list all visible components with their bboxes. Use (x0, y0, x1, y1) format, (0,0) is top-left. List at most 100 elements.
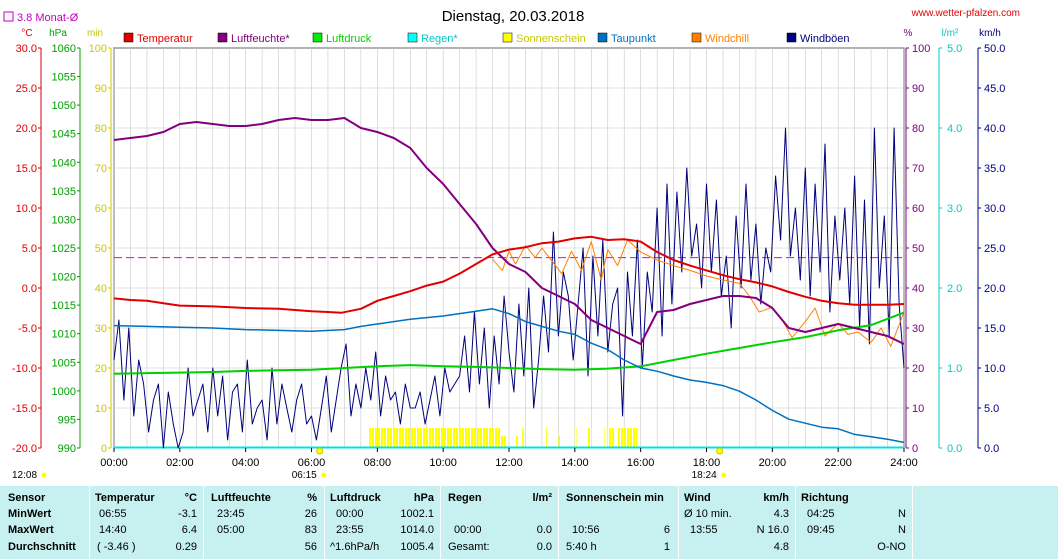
stats-col-rain: Regen l/m² 00:00 0.0 Gesamt: 0.0 (440, 486, 559, 559)
legend-swatch-4 (502, 32, 513, 43)
wind-tick-label-9: 5.0 (984, 403, 999, 415)
pressure-tick-label-5: 1035 (52, 186, 76, 198)
sunset-label: 18:24 (692, 470, 717, 481)
axis-unit-right-1: l/m² (942, 28, 959, 39)
wind-max: N 16.0 (756, 524, 789, 536)
wind-max-time: 13:55 (690, 524, 718, 536)
rain-unit: l/m² (532, 492, 552, 504)
legend-label-3: Regen* (421, 33, 458, 45)
pressure-min-time: 00:00 (336, 508, 364, 520)
direction-max-time: 09:45 (807, 524, 835, 536)
rain-tick-label-5: 0.0 (947, 443, 962, 455)
temp-tick-label-6: 0.0 (22, 283, 37, 295)
sun-tick-label-6: 40 (95, 283, 107, 295)
legend-label-2: Luftdruck (326, 33, 372, 45)
sunshine-max: 6 (663, 524, 670, 536)
wind-tick-label-4: 30.0 (984, 203, 1005, 215)
wind-min-time: Ø 10 min. (684, 508, 732, 520)
humidity-tick-label-6: 40 (912, 283, 924, 295)
temp-tick-label-5: 5.0 (22, 243, 37, 255)
stats-col-pressure: Luftdruck hPa 00:00 1002.1 23:55 1014.0 … (324, 486, 441, 559)
humidity-tick-label-3: 70 (912, 163, 924, 175)
rain-header: Regen (448, 492, 482, 504)
humidity-unit: % (307, 492, 317, 504)
x-tick-label-10: 20:00 (759, 457, 787, 469)
wind-tick-label-5: 25.0 (984, 243, 1005, 255)
axis-units: °C hPa min% l/m² km/h (21, 28, 1000, 39)
x-tick-label-1: 02:00 (166, 457, 194, 469)
monthly-avg-legend-box (3, 11, 14, 22)
temp-header: Temperatur (95, 492, 155, 504)
sunshine-header: Sonnenschein min (566, 492, 664, 504)
rain-avg: 0.0 (536, 541, 552, 553)
temp-tick-label-2: 20.0 (16, 123, 37, 135)
temp-tick-label-8: -10.0 (12, 363, 37, 375)
series-luftfeuchte (113, 117, 905, 345)
x-tick-label-7: 14:00 (561, 457, 589, 469)
sun-tick-label-10: 0 (101, 443, 107, 455)
x-tick-label-2: 04:00 (232, 457, 260, 469)
row-label-avg: Durchschnitt (8, 541, 76, 553)
stats-col-temperature: Temperatur °C 06:55 -3.1 14:40 6.4 ( -3.… (89, 486, 204, 559)
sun-tick-label-0: 100 (89, 43, 107, 55)
temp-avg-note: ( -3.46 ) (97, 541, 136, 553)
row-label-max: MaxWert (8, 524, 54, 536)
wind-tick-label-8: 10.0 (984, 363, 1005, 375)
wind-tick-label-6: 20.0 (984, 283, 1005, 295)
humidity-tick-label-4: 60 (912, 203, 924, 215)
direction-avg: O-NO (877, 541, 906, 553)
sun-tick-label-9: 10 (95, 403, 107, 415)
x-tick-label-6: 12:00 (495, 457, 523, 469)
stats-col-humidity: Luftfeuchte % 23:45 26 05:00 83 56 (203, 486, 325, 559)
humidity-tick-label-2: 80 (912, 123, 924, 135)
legend-swatch-2 (312, 32, 323, 43)
legend-swatch-7 (786, 32, 797, 43)
sunshine-bar-7 (588, 428, 592, 448)
axis-unit-right-0: % (904, 28, 913, 39)
direction-min-time: 04:25 (807, 508, 835, 520)
x-axis: 00:00 02:00 04:00 06:00 08:00 10:00 12:00 14:00… (100, 448, 918, 469)
sunset-sun-icon (721, 472, 727, 478)
pressure-max-time: 23:55 (336, 524, 364, 536)
sunshine-bar-2 (515, 436, 519, 448)
wind-tick-label-0: 50.0 (984, 43, 1005, 55)
rain-tick-label-1: 4.0 (947, 123, 962, 135)
pressure-tick-label-9: 1015 (52, 300, 76, 312)
sunshine-bar-3 (522, 428, 524, 448)
sunshine-avg-note: 5:40 h (566, 541, 597, 553)
legend-label-5: Taupunkt (611, 33, 656, 45)
chart-title: Dienstag, 20.03.2018 (442, 8, 585, 25)
x-tick-label-5: 10:00 (429, 457, 457, 469)
humidity-tick-label-7: 30 (912, 323, 924, 335)
direction-header: Richtung (801, 492, 849, 504)
temp-min: -3.1 (178, 508, 197, 520)
series-taupunkt (113, 308, 905, 444)
sunrise-label: 06:15 (292, 470, 317, 481)
series-temperatur (113, 235, 905, 314)
sunshine-bar-6 (574, 428, 577, 448)
sunrise-sun-icon (321, 472, 327, 478)
series-layer (113, 117, 905, 449)
sunset-marker (716, 447, 724, 455)
humidity-tick-label-5: 50 (912, 243, 924, 255)
pressure-tick-label-7: 1025 (52, 243, 76, 255)
row-label-min: MinWert (8, 508, 52, 520)
pressure-tick-label-0: 1060 (52, 43, 76, 55)
row-label-sensor: Sensor (8, 492, 46, 504)
temp-max: 6.4 (181, 524, 197, 536)
pressure-tick-label-8: 1020 (52, 272, 76, 284)
x-tick-label-9: 18:00 (693, 457, 721, 469)
legend-label-1: Luftfeuchte* (231, 33, 290, 45)
sunshine-bar-9 (607, 428, 615, 448)
x-tick-label-12: 24:00 (890, 457, 918, 469)
x-tick-label-0: 00:00 (100, 457, 128, 469)
pressure-tick-label-6: 1030 (52, 214, 76, 226)
pressure-avg: 1005.4 (400, 541, 434, 553)
sunshine-avg: 1 (663, 541, 670, 553)
legend-swatch-5 (597, 32, 608, 43)
website-label[interactable]: www.wetter-pfalzen.com (911, 8, 1020, 19)
humidity-min-time: 23:45 (217, 508, 245, 520)
series-luftdruck (113, 311, 905, 375)
axis-unit-left-2: min (87, 28, 103, 39)
rain-tick-label-2: 3.0 (947, 203, 962, 215)
